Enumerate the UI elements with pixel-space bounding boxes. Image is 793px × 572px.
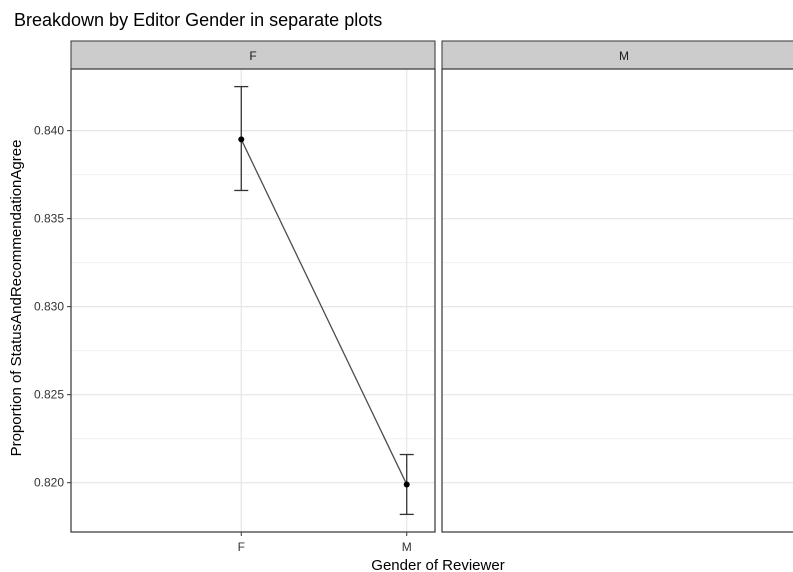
panel-M: MFM (441, 40, 793, 533)
data-point (238, 136, 245, 143)
facet-strip-label: M (619, 49, 629, 63)
panel-border (441, 68, 793, 533)
panel-F: F F M (70, 40, 436, 554)
facet-strip-label: F (249, 49, 256, 63)
chart-title: Breakdown by Editor Gender in separate p… (14, 10, 382, 30)
panel-border (70, 68, 436, 533)
data-point (403, 481, 410, 488)
y-tick-label: 0.820 (34, 476, 64, 490)
y-tick-label: 0.830 (34, 300, 64, 314)
x-tick-label: M (402, 540, 412, 554)
series-line (240, 139, 408, 485)
y-axis-title: Proportion of StatusAndRecommendationAgr… (8, 140, 25, 457)
y-axis: 0.820 0.825 0.830 0.835 0.840 (34, 124, 71, 490)
y-tick-label: 0.825 (34, 388, 64, 402)
facet-strip (441, 40, 793, 70)
facet-strip (70, 40, 436, 70)
x-axis-title: Gender of Reviewer (371, 557, 504, 572)
panel-background (442, 69, 793, 532)
x-tick-label: F (238, 540, 245, 554)
y-tick-label: 0.835 (34, 212, 64, 226)
y-tick-label: 0.840 (34, 124, 64, 138)
panel-background (71, 69, 435, 532)
facet-panels: FFMMFM (70, 40, 793, 554)
